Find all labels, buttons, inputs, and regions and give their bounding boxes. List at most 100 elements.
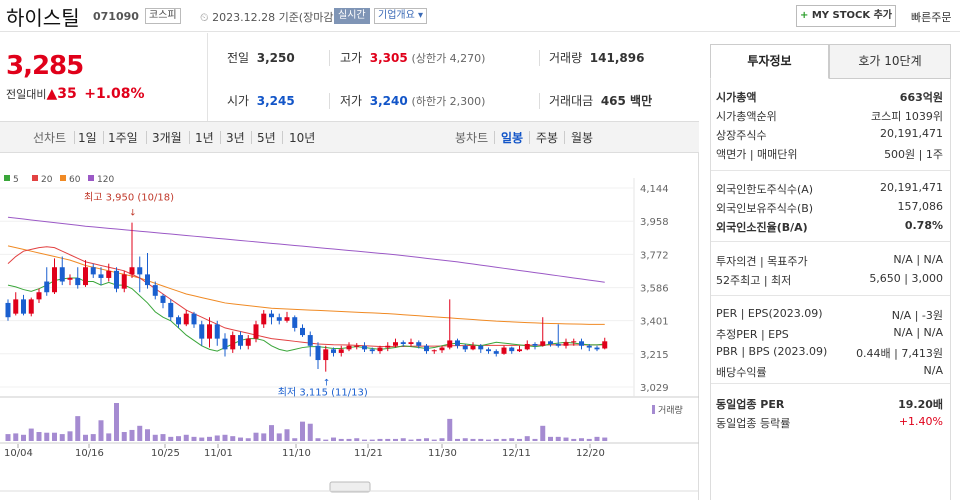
period-tab[interactable]: 1주일 — [108, 131, 138, 145]
realtime-button[interactable]: 실시간 — [334, 8, 370, 24]
low-price: 저가 3,240 (하한가 2,300) — [340, 92, 485, 109]
stock-code: 071090 — [93, 10, 139, 23]
volume-bar — [462, 438, 468, 441]
info-value: N/A | N/A — [893, 326, 943, 339]
volume-bar — [416, 438, 422, 441]
info-value: 663억원 — [899, 91, 943, 104]
period-tab[interactable]: 3개월 — [152, 131, 182, 145]
change-label: 전일대비 — [6, 88, 47, 101]
candle-tab-monthly[interactable]: 월봉 — [571, 131, 594, 145]
high-annotation: 최고 3,950 (10/18) — [84, 192, 174, 204]
open-label: 시가 — [227, 94, 250, 108]
investment-info-panel: 투자정보 호가 10단계 시가총액 663억원 시가총액순위 코스피 1039위 상장주… — [699, 33, 960, 500]
up-triangle-icon: ▲ — [46, 86, 58, 102]
candle-body — [160, 295, 166, 303]
info-label: 추정PER | EPS — [716, 328, 789, 341]
divider — [74, 131, 75, 144]
legend-swatch — [4, 175, 10, 181]
volume-bar — [52, 432, 57, 441]
add-mystock-button[interactable]: + MY STOCK 추가 — [796, 5, 896, 27]
info-row: PER | EPS(2023.09) N/A | -3원 — [716, 305, 943, 323]
candle-body — [532, 343, 538, 346]
candle-body — [346, 345, 352, 350]
info-value: +1.40% — [898, 415, 943, 428]
volume-bar — [67, 431, 73, 441]
volume-bar — [594, 436, 600, 441]
candle-body — [400, 342, 406, 344]
info-label: 동일업종 등락률 — [716, 417, 791, 430]
x-tick-label: 10/04 — [4, 448, 33, 459]
candle-tab-daily[interactable]: 일봉 — [501, 131, 524, 145]
volume-legend-swatch — [652, 405, 655, 414]
tab-investment-info[interactable]: 투자정보 — [710, 44, 829, 79]
legend-label: 120 — [97, 175, 114, 185]
candle-body — [214, 324, 220, 339]
volume-bar — [292, 438, 298, 441]
info-value: 20,191,471 — [880, 127, 943, 140]
volume-bar — [222, 434, 228, 441]
candle-body — [5, 302, 11, 318]
legend-label: 5 — [13, 175, 19, 185]
candle-body — [44, 281, 50, 293]
candle-body — [447, 340, 453, 348]
info-value: 코스피 1039위 — [871, 110, 943, 123]
candle-body — [524, 343, 530, 350]
volume-bar — [21, 434, 26, 441]
ma-line-ma20 — [7, 246, 605, 348]
candle-body — [369, 349, 375, 352]
volume-bar — [571, 438, 577, 441]
info-label: 외국인보유주식수(B) — [716, 202, 814, 215]
candle-body — [152, 285, 158, 296]
info-label: 외국인소진율(B/A) — [716, 221, 808, 234]
company-info-button[interactable]: 기업개요 ▾ — [374, 8, 427, 24]
fast-order-link[interactable]: 빠른주문 — [911, 11, 952, 24]
divider — [251, 131, 252, 144]
candle-body — [129, 267, 135, 275]
info-value: N/A | N/A — [893, 253, 943, 266]
y-tick-label: 4,144 — [640, 184, 669, 195]
candle-body — [230, 335, 236, 350]
open-value: 3,245 — [256, 94, 295, 108]
scroll-handle — [329, 481, 371, 493]
high-value: 3,305 — [369, 51, 408, 65]
up-arrow-icon: ↑ — [323, 379, 331, 389]
volume-bar — [509, 438, 515, 441]
candle-tab-weekly[interactable]: 주봉 — [536, 131, 559, 145]
volume-bar — [354, 438, 360, 441]
candle-body — [548, 341, 553, 344]
volume-bar — [540, 425, 546, 441]
volume-bar — [261, 433, 267, 441]
volume-bar — [501, 438, 507, 441]
divider — [539, 50, 540, 66]
info-label: 시가총액순위 — [716, 110, 777, 123]
candle-body — [276, 317, 282, 321]
x-tick-label: 10/16 — [75, 448, 104, 459]
tab-orderbook[interactable]: 호가 10단계 — [829, 44, 951, 79]
divider — [711, 170, 950, 171]
period-tab[interactable]: 1년 — [195, 131, 214, 145]
period-tab[interactable]: 3년 — [226, 131, 245, 145]
stock-chart[interactable]: 4,144 3,958 3,772 3,586 3,401 3,215 3,029 5 20 60… — [0, 153, 699, 500]
volume-bar — [90, 434, 96, 441]
volume-bar — [36, 432, 42, 441]
candle-body — [238, 335, 243, 346]
volume-bar — [315, 438, 321, 441]
divider — [564, 131, 565, 144]
info-row: 외국인한도주식수(A) 20,191,471 — [716, 179, 943, 197]
y-tick-label: 3,401 — [640, 317, 669, 328]
volume-bar — [269, 425, 274, 441]
mystock-label: MY STOCK 추가 — [811, 10, 893, 21]
x-tick-label: 11/10 — [282, 448, 311, 459]
candle-body — [416, 342, 422, 346]
period-tab[interactable]: 5년 — [257, 131, 276, 145]
candle-body — [563, 342, 569, 346]
volume-bar — [455, 438, 460, 441]
candle-body — [292, 317, 298, 328]
line-chart-label: 선차트 — [33, 131, 67, 145]
period-tab[interactable]: 10년 — [289, 131, 316, 145]
x-tick-label: 12/11 — [502, 448, 531, 459]
candle-body — [207, 324, 212, 339]
period-tab[interactable]: 1일 — [78, 131, 97, 145]
volume-bar — [338, 438, 344, 441]
volume-bar — [563, 437, 569, 441]
